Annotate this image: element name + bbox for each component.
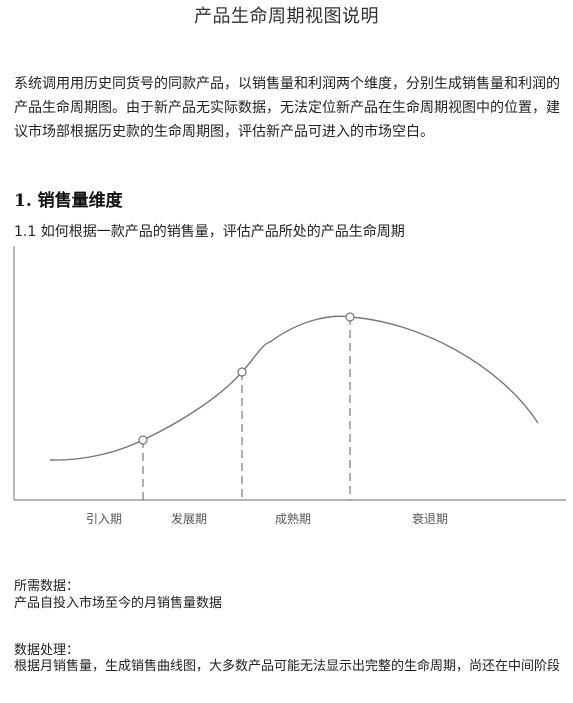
page-title: 产品生命周期视图说明 [194, 6, 379, 27]
intro-paragraph: 系统调用用历史同货号的同款产品，以销售量和利润两个维度，分别生成销售量和利润的产… [14, 76, 560, 140]
section-heading-sales: 1. 销售量维度 [14, 191, 123, 211]
required-data-label: 所需数据： [14, 579, 80, 594]
processing-label: 数据处理： [14, 643, 80, 658]
transition-point-2 [237, 367, 247, 377]
required-data-text: 产品自投入市场至今的月销售量数据 [14, 596, 223, 611]
stage-label-introduction: 引入期 [86, 512, 122, 526]
processing-text: 根据月销售量，生成销售曲线图，大多数产品可能无法显示出完整的生命周期，尚还在中间… [14, 659, 561, 674]
transition-point-1 [138, 435, 148, 445]
stage-label-decline: 衰退期 [412, 511, 448, 526]
lifecycle-figure: 引入期 发展期 成熟期 衰退期 [13, 246, 566, 526]
transition-point-3 [345, 312, 355, 322]
stage-label-growth: 发展期 [171, 511, 207, 526]
lifecycle-curve [49, 315, 539, 461]
subsection-heading: 1.1 如何根据一款产品的销售量，评估产品所处的产品生命周期 [14, 224, 405, 240]
stage-label-maturity: 成熟期 [275, 511, 311, 526]
